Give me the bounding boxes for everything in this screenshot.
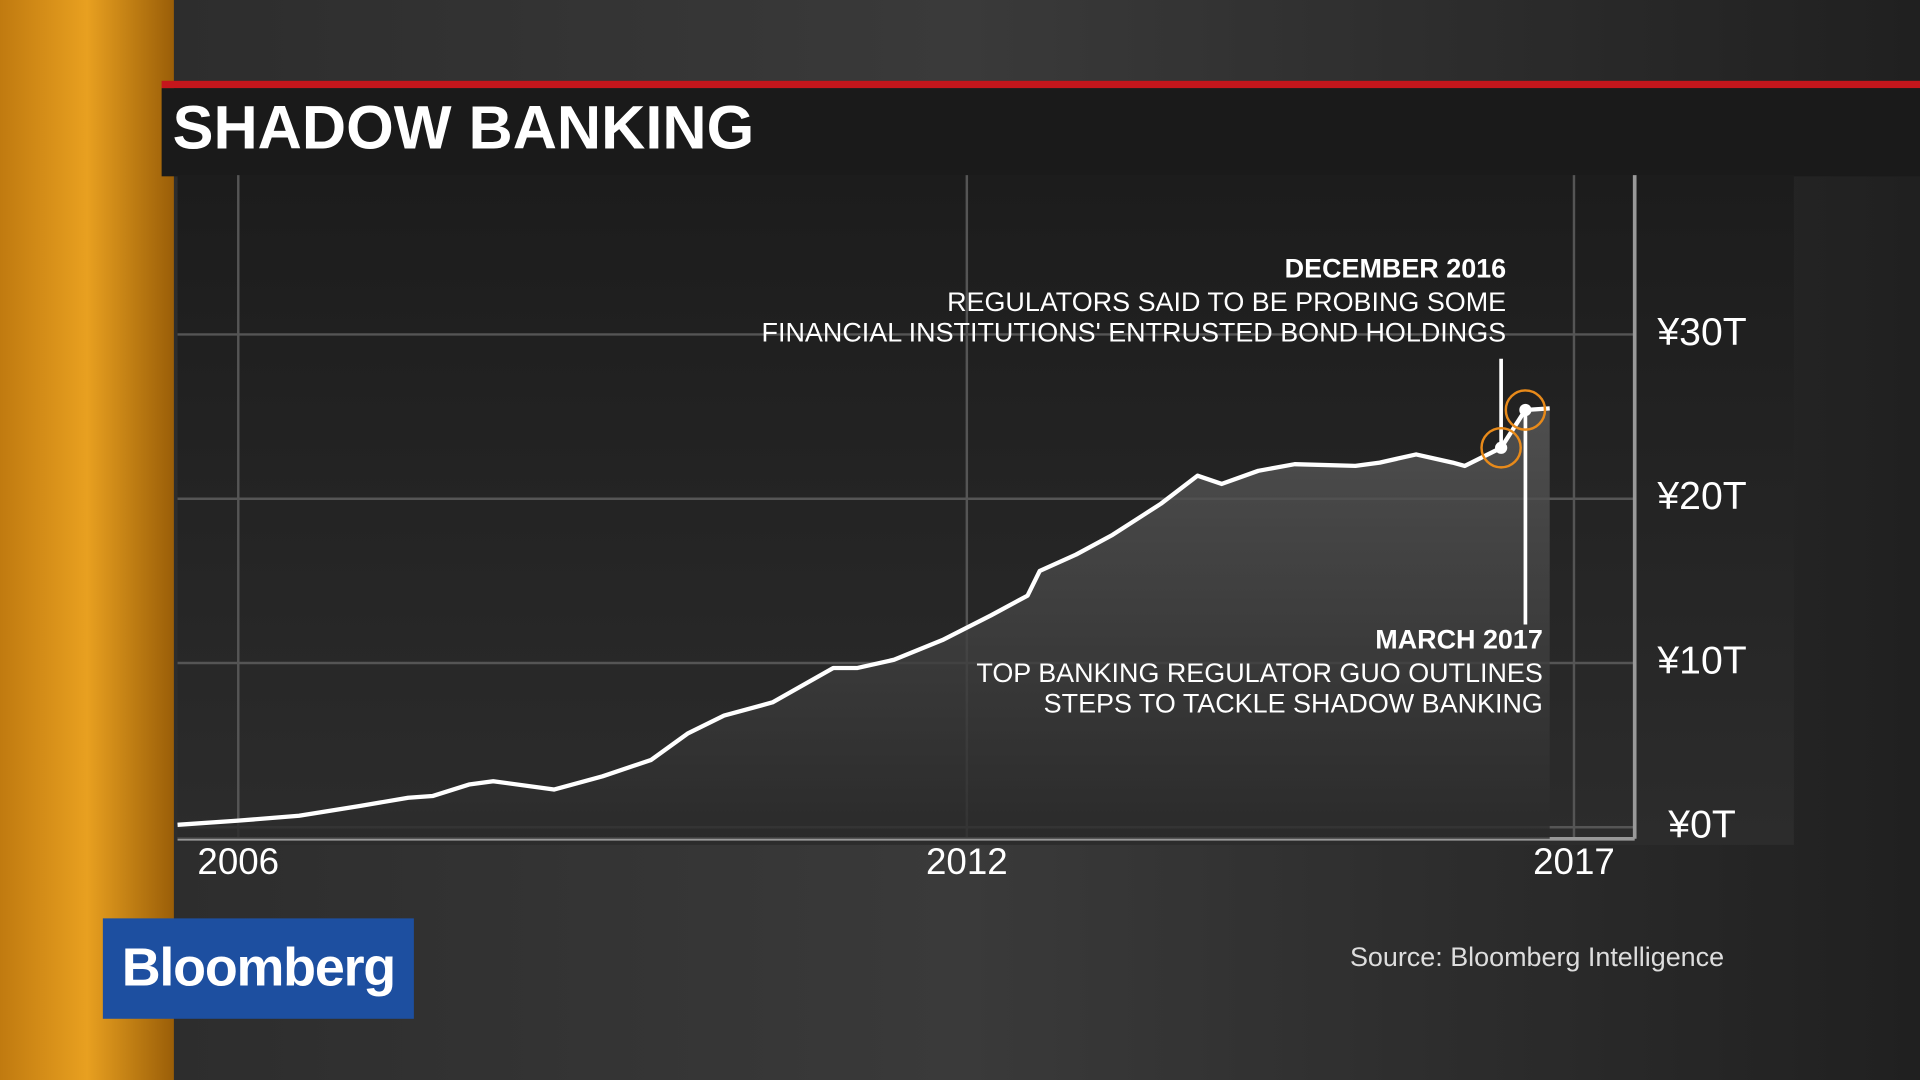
annotation-text: STEPS TO TACKLE SHADOW BANKING [1044, 688, 1543, 718]
x-tick-label: 2017 [1533, 841, 1615, 882]
y-tick-label: ¥10T [1656, 639, 1746, 682]
y-tick-label: ¥30T [1656, 311, 1746, 354]
red-rule [161, 80, 1920, 89]
annotation-dot [1495, 441, 1508, 454]
annotation-text: FINANCIAL INSTITUTIONS' ENTRUSTED BOND H… [762, 317, 1507, 347]
annotation-title: DECEMBER 2016 [1285, 254, 1506, 284]
annotation-dot [1519, 403, 1532, 417]
title-bar [161, 88, 1920, 177]
annotation-text: REGULATORS SAID TO BE PROBING SOME [947, 287, 1506, 317]
logo: Bloomberg [122, 937, 395, 997]
annotation-ring [1504, 389, 1547, 431]
annotation-text: TOP BANKING REGULATOR GUO OUTLINES [976, 658, 1542, 688]
y-tick-label: ¥20T [1656, 475, 1746, 518]
annotation-ring [1480, 426, 1522, 469]
line [177, 406, 1550, 827]
x-tick-label: 2006 [197, 841, 279, 882]
logo-box [102, 918, 414, 1019]
title: SHADOW BANKING [173, 93, 755, 161]
area-fill [177, 408, 1550, 839]
side-stripe [0, 0, 174, 1080]
y-tick-label: ¥0T [1667, 804, 1736, 847]
annotation-title: MARCH 2017 [1375, 625, 1543, 655]
source: Source: Bloomberg Intelligence [1350, 942, 1724, 972]
x-tick-label: 2012 [926, 841, 1008, 882]
